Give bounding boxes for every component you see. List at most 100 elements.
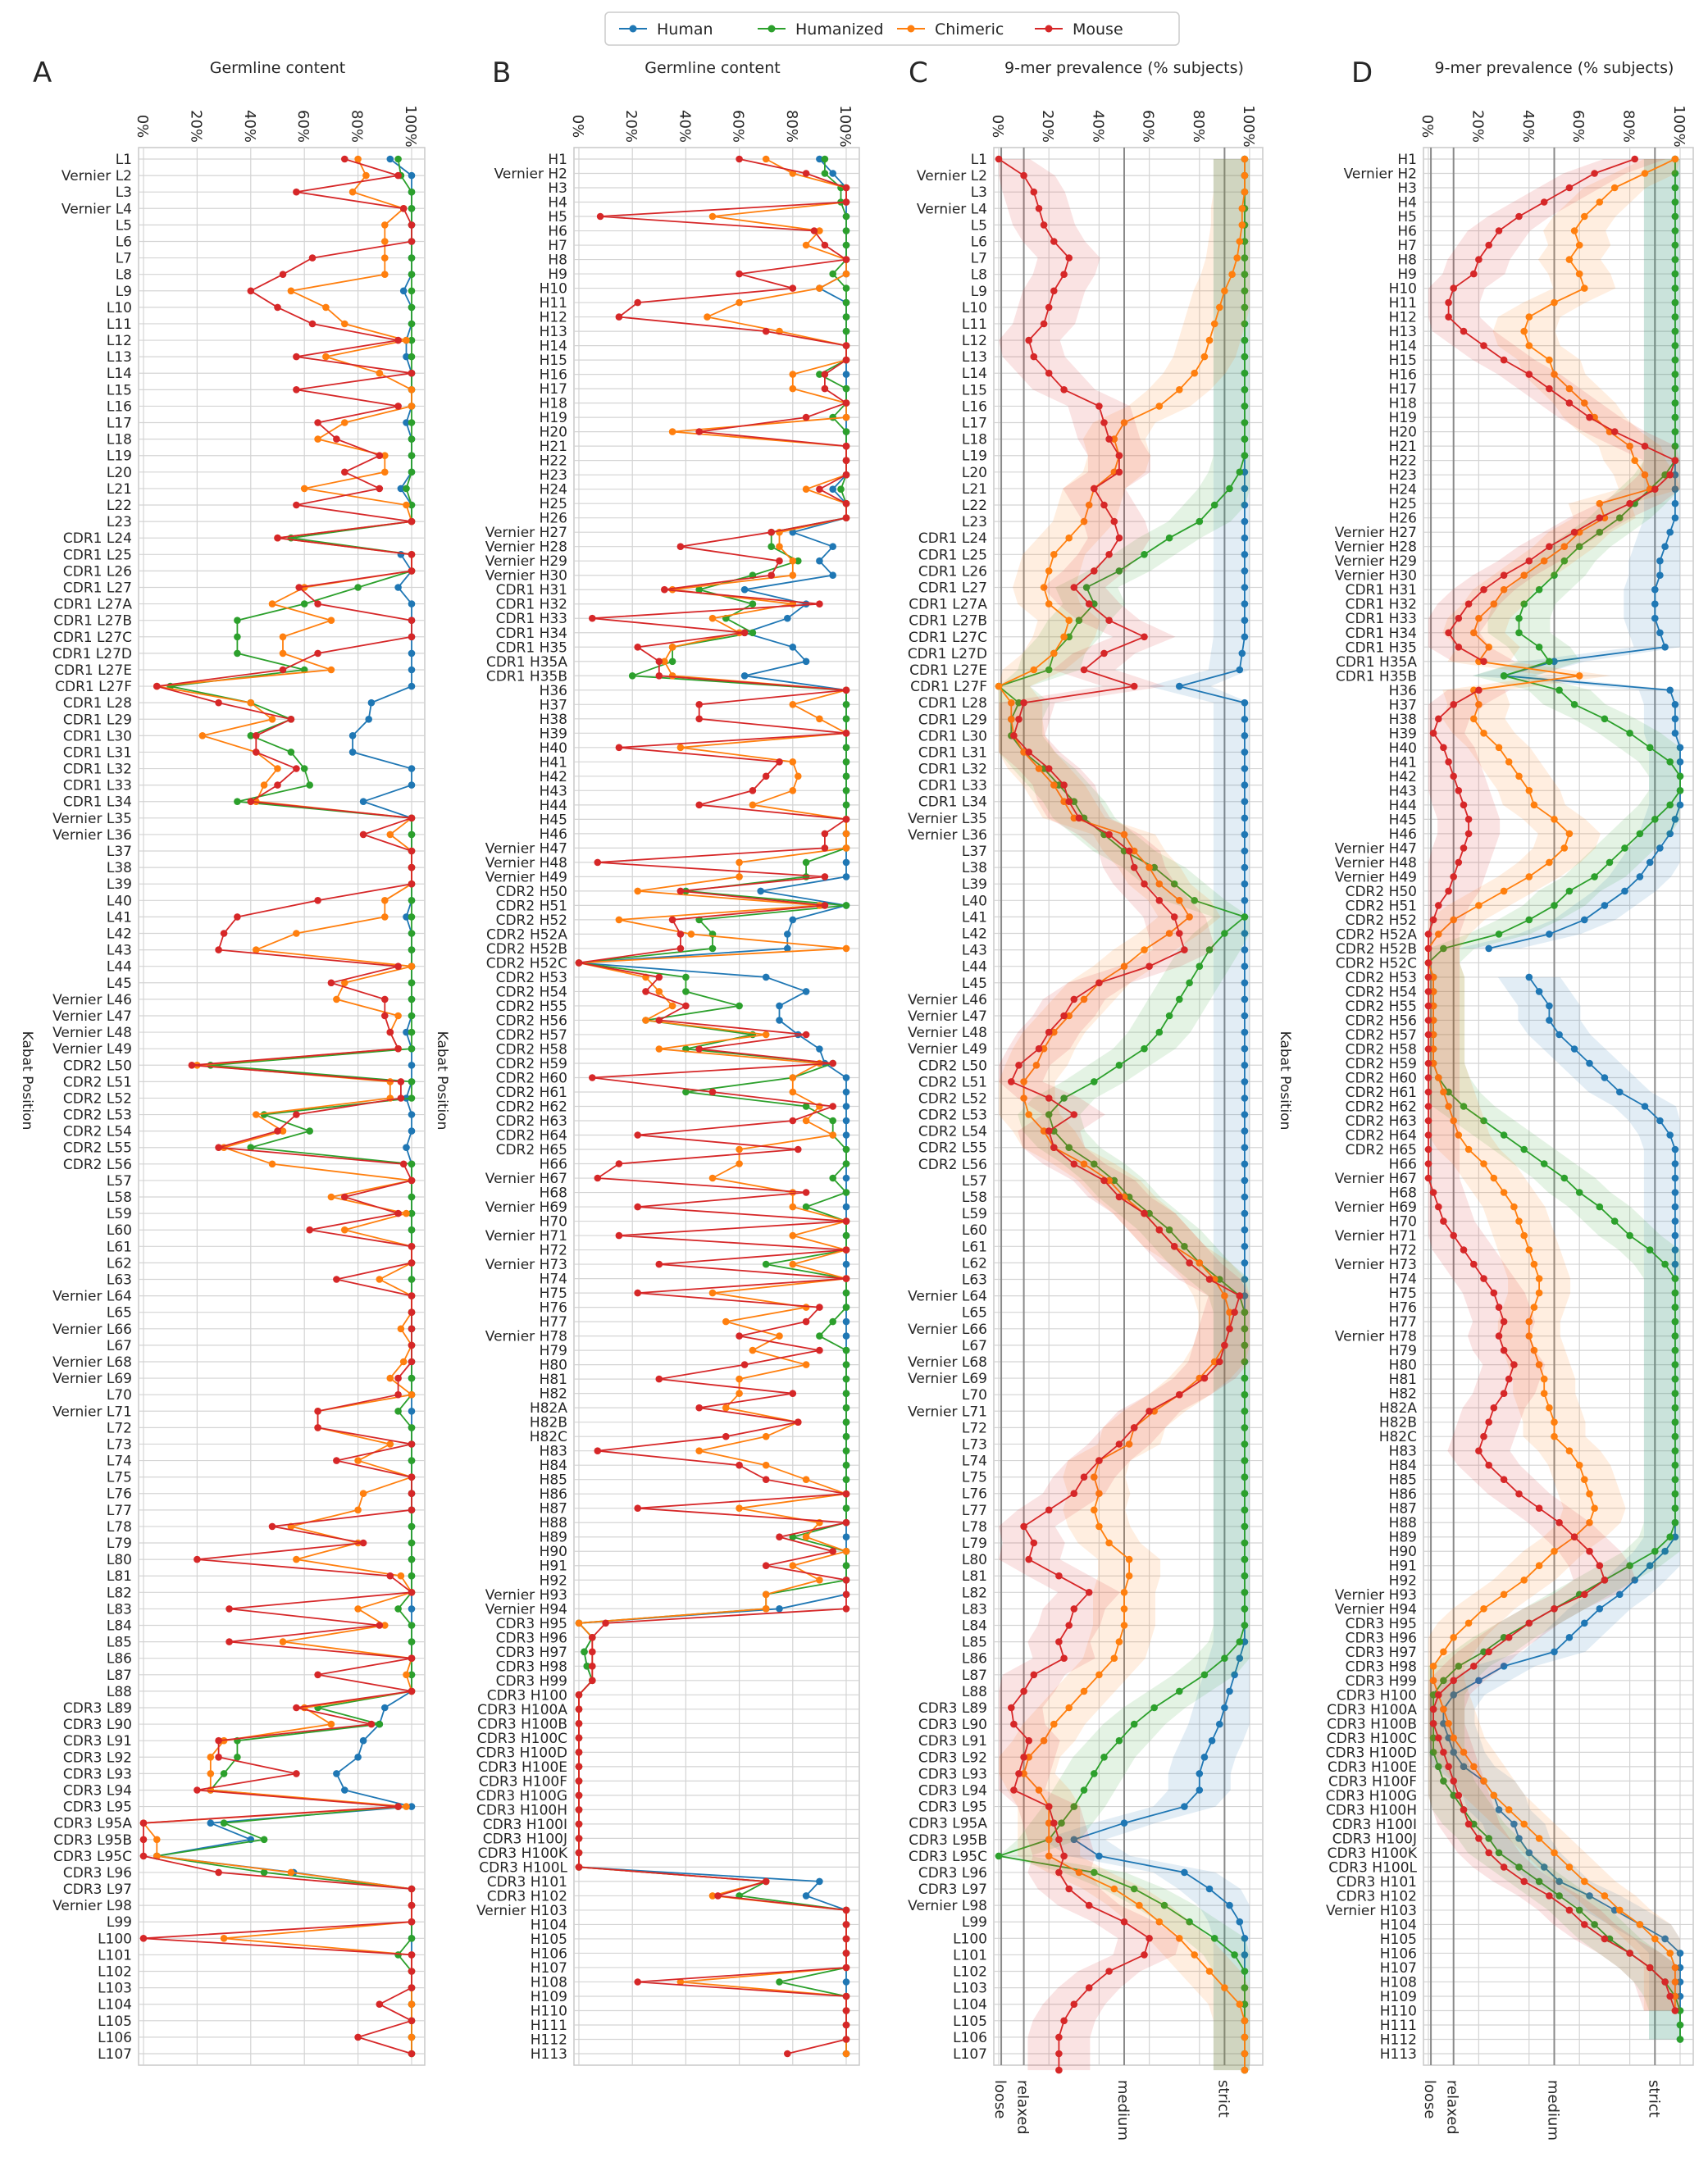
category-label: L106 bbox=[98, 2030, 132, 2046]
data-point bbox=[1546, 356, 1553, 364]
data-point bbox=[408, 830, 416, 839]
category-label: CDR2 L50 bbox=[63, 1058, 132, 1074]
category-label: L9 bbox=[971, 284, 987, 300]
data-point bbox=[1671, 385, 1679, 393]
data-point bbox=[762, 973, 770, 981]
category-label: CDR3 L95A bbox=[53, 1816, 132, 1832]
data-point bbox=[308, 320, 317, 328]
category-label: CDR2 H64 bbox=[496, 1128, 567, 1144]
data-point bbox=[1636, 873, 1644, 881]
data-point bbox=[1130, 1720, 1138, 1728]
category-label: L3 bbox=[116, 184, 132, 201]
data-point bbox=[381, 913, 389, 921]
data-point bbox=[1621, 887, 1628, 895]
data-point bbox=[394, 403, 402, 410]
data-point bbox=[408, 1654, 416, 1662]
category-label: Vernier L98 bbox=[52, 1898, 132, 1914]
data-point bbox=[1035, 765, 1043, 772]
data-point bbox=[842, 772, 850, 780]
data-point bbox=[408, 1968, 416, 1975]
data-point bbox=[322, 353, 330, 361]
data-point bbox=[1540, 1390, 1548, 1397]
data-point bbox=[1424, 1045, 1432, 1053]
data-point bbox=[1241, 534, 1249, 542]
data-point bbox=[1671, 1160, 1679, 1167]
data-point bbox=[408, 1259, 416, 1267]
category-label: Vernier H30 bbox=[485, 568, 567, 585]
category-label: H40 bbox=[1389, 740, 1417, 757]
data-point bbox=[1495, 1304, 1503, 1311]
data-point bbox=[1656, 629, 1664, 637]
data-point bbox=[1570, 1045, 1578, 1053]
data-point bbox=[1115, 1736, 1123, 1745]
data-point bbox=[1661, 1260, 1669, 1268]
data-point bbox=[842, 2007, 850, 2014]
data-point bbox=[1445, 887, 1452, 895]
x-tick-label: 60% bbox=[730, 110, 747, 143]
data-point bbox=[1565, 256, 1574, 263]
category-label: Vernier H69 bbox=[485, 1199, 567, 1216]
data-point bbox=[260, 781, 268, 789]
data-point bbox=[842, 1404, 850, 1412]
data-point bbox=[668, 1002, 676, 1010]
category-label: H106 bbox=[1380, 1945, 1417, 1962]
data-point bbox=[1601, 1577, 1609, 1584]
data-point bbox=[1671, 1346, 1679, 1354]
data-point bbox=[1464, 1619, 1473, 1627]
category-label: CDR3 H101 bbox=[487, 1874, 567, 1891]
category-label: CDR3 L97 bbox=[63, 1882, 132, 1898]
category-label: L107 bbox=[953, 2046, 987, 2063]
category-label: H66 bbox=[540, 1157, 567, 1173]
category-label: CDR1 H31 bbox=[1346, 582, 1417, 598]
data-point bbox=[736, 298, 743, 307]
data-point bbox=[1671, 342, 1679, 349]
data-point bbox=[829, 571, 836, 579]
data-point bbox=[1196, 1786, 1204, 1794]
data-point bbox=[762, 155, 770, 163]
category-label: CDR1 H35B bbox=[1336, 668, 1417, 685]
data-point bbox=[1671, 399, 1679, 407]
data-point bbox=[1470, 629, 1478, 637]
category-label: H10 bbox=[540, 281, 567, 298]
data-point bbox=[1165, 534, 1173, 542]
data-point bbox=[403, 1028, 410, 1036]
data-point bbox=[1671, 1432, 1679, 1440]
data-point bbox=[1208, 1736, 1216, 1745]
data-point bbox=[1671, 1504, 1679, 1512]
category-label: CDR2 H60 bbox=[1346, 1070, 1417, 1086]
data-point bbox=[1546, 385, 1553, 393]
x-tick-label: 80% bbox=[1620, 110, 1637, 143]
data-point bbox=[1025, 1555, 1032, 1563]
data-point bbox=[215, 698, 222, 707]
category-label: Vernier H30 bbox=[1335, 568, 1417, 585]
category-label: H45 bbox=[540, 812, 567, 828]
data-point bbox=[1060, 271, 1068, 279]
category-label: CDR3 L90 bbox=[918, 1717, 987, 1733]
data-point bbox=[1100, 1176, 1108, 1185]
data-point bbox=[1165, 1226, 1173, 1234]
data-point bbox=[842, 227, 850, 234]
data-point bbox=[1070, 1111, 1078, 1118]
data-point bbox=[1236, 468, 1244, 476]
category-label: CDR3 H100B bbox=[477, 1716, 567, 1732]
data-point bbox=[1008, 698, 1015, 707]
data-point bbox=[1105, 551, 1113, 558]
data-point bbox=[1241, 698, 1249, 707]
category-label: L37 bbox=[962, 844, 987, 860]
data-point bbox=[1455, 787, 1463, 794]
data-point bbox=[634, 1131, 641, 1139]
data-point bbox=[1045, 1506, 1053, 1514]
data-point bbox=[1671, 1992, 1679, 2000]
data-point bbox=[381, 468, 389, 476]
data-point bbox=[1596, 514, 1604, 521]
data-point bbox=[1666, 1950, 1674, 1957]
data-point bbox=[1601, 715, 1609, 723]
data-point bbox=[308, 254, 317, 262]
data-point bbox=[842, 1577, 850, 1584]
data-point bbox=[1055, 1868, 1063, 1877]
data-point bbox=[762, 1260, 770, 1268]
category-label: H88 bbox=[540, 1515, 567, 1531]
x-tick-label: 100% bbox=[1240, 105, 1257, 147]
data-point bbox=[821, 170, 829, 177]
